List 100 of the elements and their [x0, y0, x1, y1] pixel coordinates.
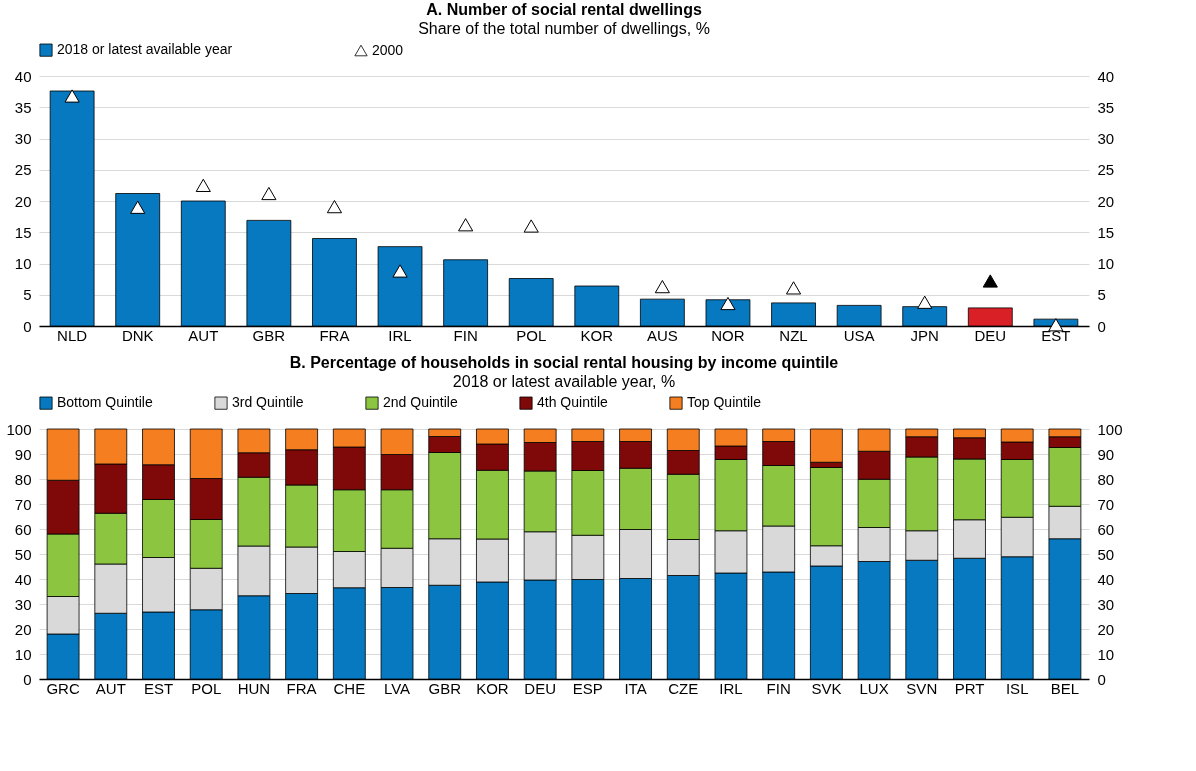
y-tick-label: 15 — [14, 223, 32, 241]
chart-subtitle: 2018 or latest available year, % — [452, 373, 676, 390]
point — [523, 219, 539, 233]
y2-tick-label: 60 — [1097, 520, 1115, 538]
point — [130, 200, 146, 214]
y-tick-label: 60 — [14, 520, 32, 538]
legend-label: 4th Quintile — [537, 394, 609, 411]
y2-tick-label: 0 — [1097, 670, 1106, 688]
y2-tick-label: 20 — [1097, 620, 1115, 638]
x-tick-label: FIN — [453, 326, 478, 344]
x-tick-label: LUX — [859, 679, 889, 697]
y-tick-label: 50 — [14, 545, 32, 563]
legend-label: Top Quintile — [687, 394, 762, 411]
y2-tick-label: 30 — [1097, 130, 1115, 147]
x-tick-label: DEU — [974, 326, 1007, 344]
y-tick-label: 25 — [14, 161, 32, 179]
y2-tick-label: 10 — [1097, 255, 1115, 272]
y2-tick-label: 70 — [1097, 495, 1115, 513]
x-tick-label: IRL — [388, 326, 412, 344]
x-tick-label: DEU — [524, 679, 556, 697]
x-tick-label: SVN — [906, 679, 938, 697]
x-tick-label: NZL — [779, 326, 808, 344]
legend-label: Bottom Quintile — [57, 394, 153, 411]
y-tick-label: 35 — [14, 98, 32, 116]
y-tick-label: 30 — [14, 595, 32, 613]
x-tick-label: KOR — [476, 679, 509, 697]
x-tick-label: EST — [1041, 326, 1071, 344]
point — [654, 280, 670, 294]
y-tick-label: 80 — [14, 470, 32, 488]
x-tick-label: CHE — [333, 679, 366, 697]
legend-label: 2000 — [372, 41, 404, 58]
x-tick-label: SVK — [811, 679, 842, 697]
point — [392, 264, 408, 278]
y2-tick-label: 100 — [1097, 420, 1123, 438]
legend-label: 2018 or latest available year — [57, 41, 233, 58]
y-tick-label: 40 — [14, 570, 32, 588]
point — [64, 89, 80, 103]
x-tick-label: CZE — [668, 679, 699, 697]
legend-label: 3rd Quintile — [232, 394, 304, 411]
y-tick-label: 20 — [14, 620, 32, 638]
x-tick-label: DNK — [121, 326, 154, 344]
x-tick-label: FRA — [286, 679, 317, 697]
point — [1048, 318, 1064, 332]
x-tick-label: ITA — [624, 679, 647, 697]
x-tick-label: NLD — [57, 326, 88, 344]
x-tick-label: AUT — [188, 326, 219, 344]
point — [261, 186, 277, 201]
y-tick-label: 90 — [14, 445, 32, 463]
y2-tick-label: 80 — [1097, 470, 1115, 488]
y-tick-label: 30 — [14, 130, 32, 147]
x-tick-label: AUT — [95, 679, 126, 697]
x-tick-label: ESP — [572, 679, 603, 697]
point — [720, 296, 736, 311]
y-tick-label: 100 — [6, 420, 32, 438]
point — [326, 200, 343, 214]
y-tick-label: 5 — [23, 286, 32, 304]
x-tick-label: ISL — [1005, 679, 1029, 697]
y2-tick-label: 40 — [1097, 67, 1115, 85]
y2-tick-label: 35 — [1097, 98, 1115, 116]
x-tick-label: JPN — [910, 326, 939, 344]
y2-tick-label: 90 — [1097, 445, 1115, 463]
y2-tick-label: 50 — [1097, 545, 1115, 563]
chart-title: A. Number of social rental dwellings — [426, 1, 702, 18]
x-tick-label: FIN — [766, 679, 791, 697]
y2-tick-label: 0 — [1097, 317, 1106, 335]
x-tick-label: FRA — [319, 326, 350, 344]
x-tick-label: POL — [191, 679, 222, 697]
y-tick-label: 40 — [14, 67, 32, 85]
y2-tick-label: 15 — [1097, 223, 1115, 241]
point — [458, 218, 474, 232]
x-tick-label: KOR — [580, 326, 614, 344]
x-tick-label: AUS — [646, 326, 678, 344]
x-tick-label: HUN — [237, 679, 271, 697]
x-tick-label: POL — [516, 326, 547, 344]
x-tick-label: GRC — [46, 679, 80, 697]
x-tick-label: LVA — [383, 679, 411, 697]
x-tick-label: PRT — [954, 679, 985, 697]
x-tick-label: EST — [143, 679, 174, 697]
chart-subtitle: Share of the total number of dwellings, % — [418, 20, 710, 37]
x-tick-label: GBR — [252, 326, 286, 344]
y2-tick-label: 40 — [1097, 570, 1115, 588]
y2-tick-label: 20 — [1097, 192, 1115, 210]
y2-tick-label: 30 — [1097, 595, 1115, 613]
x-tick-label: BEL — [1050, 679, 1080, 697]
y2-tick-label: 5 — [1097, 286, 1106, 304]
point — [917, 295, 933, 309]
legend-label: 2nd Quintile — [383, 394, 458, 411]
y-tick-label: 0 — [23, 317, 32, 335]
point — [982, 274, 998, 288]
x-tick-label: USA — [843, 326, 875, 344]
point — [785, 281, 802, 295]
y-tick-label: 10 — [14, 255, 32, 272]
x-tick-label: IRL — [719, 679, 743, 697]
y-tick-label: 70 — [14, 495, 32, 513]
x-tick-label: NOR — [711, 326, 745, 344]
y-tick-label: 20 — [14, 192, 32, 210]
y2-tick-label: 25 — [1097, 161, 1115, 179]
chart-title: B. Percentage of households in social rental housing by income quintile — [289, 354, 839, 371]
y2-tick-label: 10 — [1097, 645, 1115, 663]
x-tick-label: GBR — [428, 679, 462, 697]
